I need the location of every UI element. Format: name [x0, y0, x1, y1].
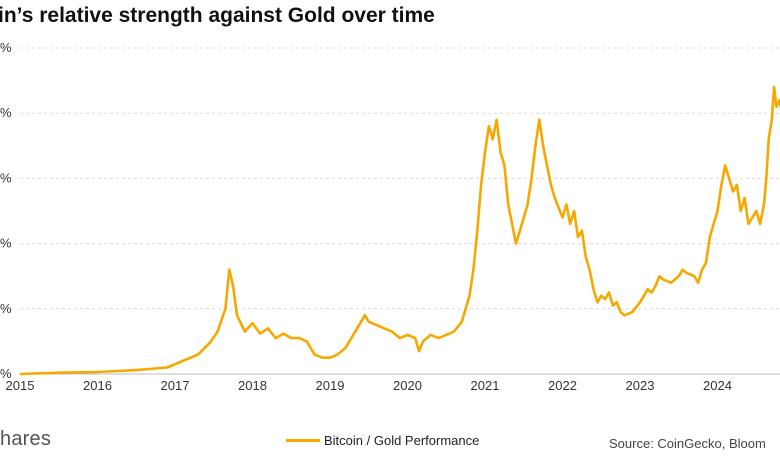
x-tick-label: 2019	[316, 378, 345, 393]
x-tick-label: 2022	[548, 378, 577, 393]
chart-title: in’s relative strength against Gold over…	[0, 4, 435, 27]
x-tick-label: 2020	[393, 378, 422, 393]
x-tick-label: 2015	[6, 378, 35, 393]
x-tick-label: 2018	[238, 378, 267, 393]
y-tick-label: %	[0, 301, 12, 316]
x-axis-ticks: 2015 2016 2017 2018 2019 2020 2021 2022 2023 2024…	[6, 378, 732, 393]
x-tick-label: 2016	[83, 378, 112, 393]
legend: Bitcoin / Gold Performance	[286, 433, 479, 448]
brand-logo-text: hares	[0, 428, 52, 450]
y-tick-label: %	[0, 40, 12, 55]
y-tick-label: %	[0, 236, 12, 251]
x-tick-label: 2024	[703, 378, 732, 393]
legend-label: Bitcoin / Gold Performance	[324, 433, 480, 448]
gridlines	[20, 47, 780, 375]
series-line	[19, 85, 780, 376]
y-tick-label: %	[0, 170, 12, 185]
series-group	[19, 85, 780, 376]
x-tick-label: 2017	[161, 378, 190, 393]
x-tick-label: 2023	[626, 378, 655, 393]
y-tick-label: %	[0, 105, 12, 120]
x-tick-label: 2021	[471, 378, 500, 393]
legend-swatch	[286, 439, 320, 442]
y-axis-ticks: %%%%%%	[0, 40, 12, 381]
source-note: Source: CoinGecko, Bloom	[609, 436, 766, 451]
y-tick-label: %	[0, 366, 12, 381]
